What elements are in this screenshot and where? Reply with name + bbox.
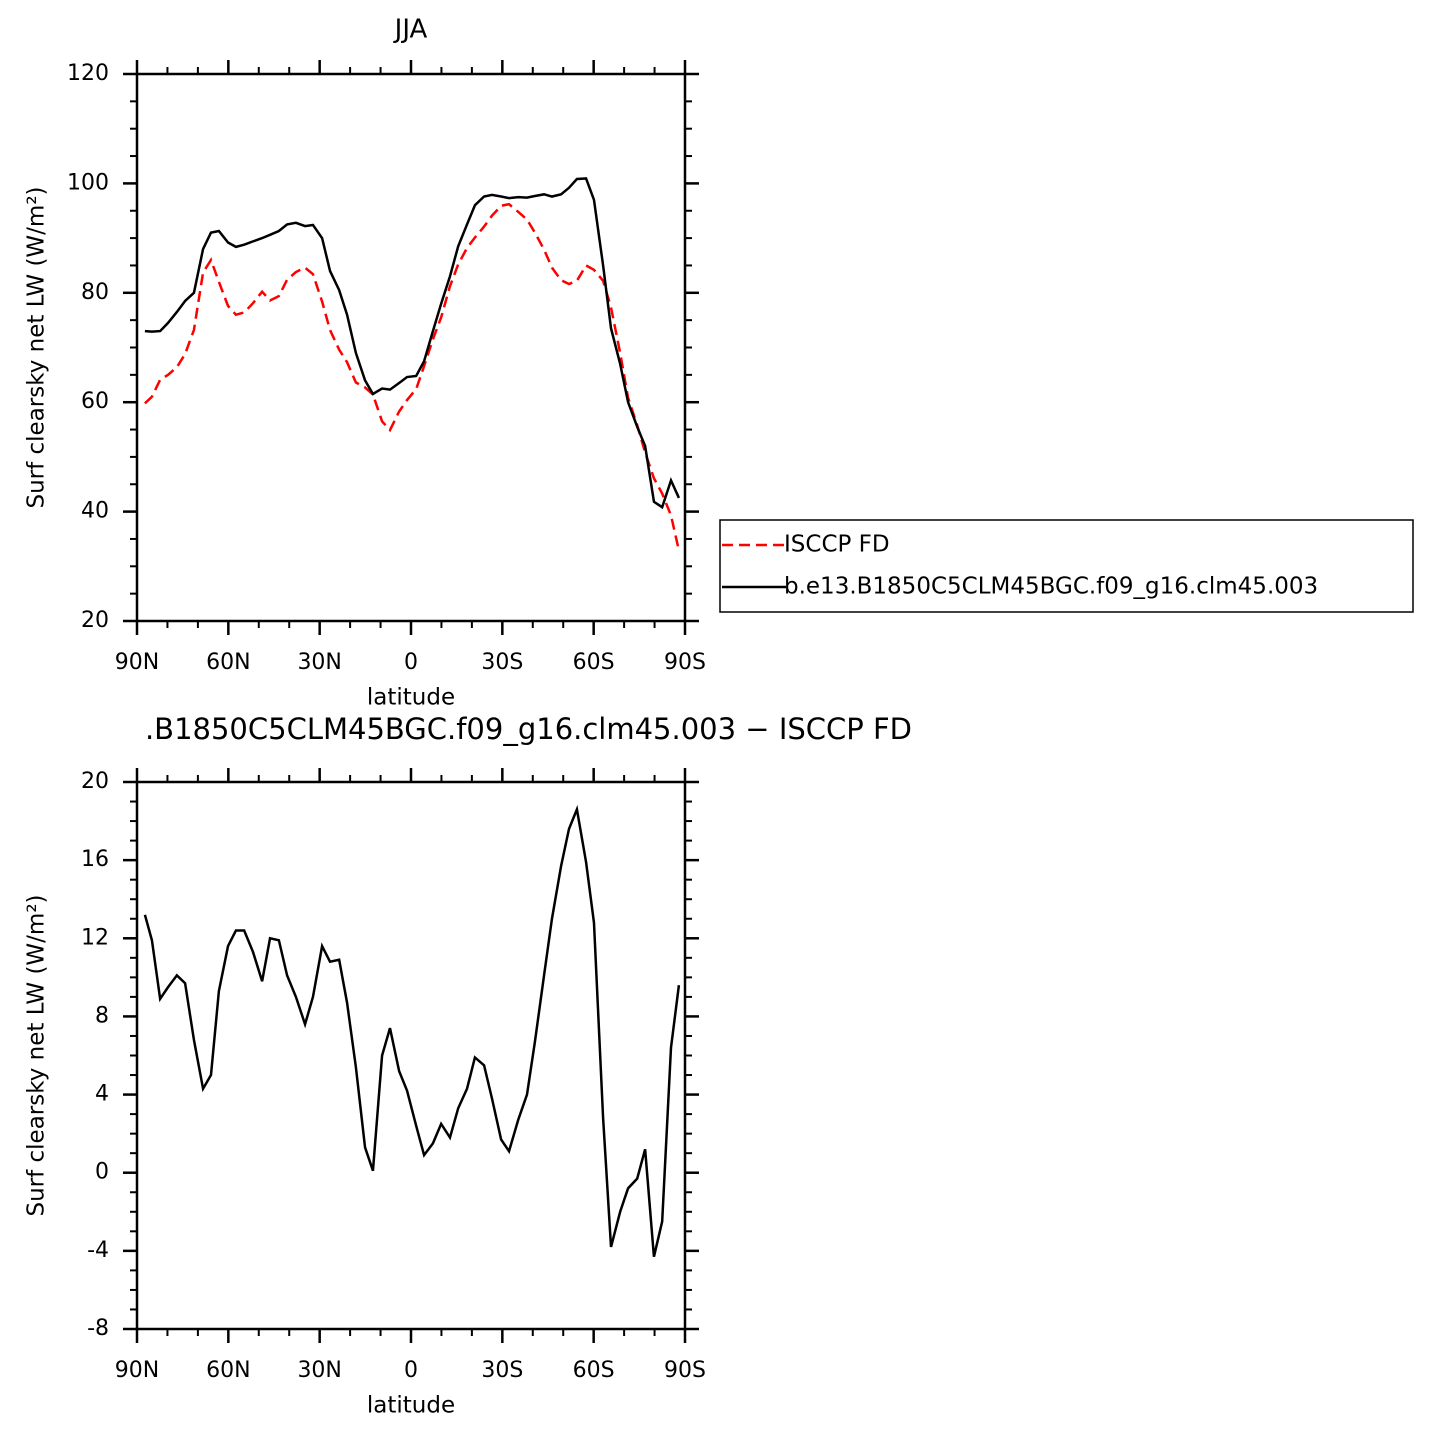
y-tick-label: 0 [95, 1160, 109, 1185]
plot-frame [135, 72, 687, 623]
data-line [144, 202, 681, 551]
data-line [144, 177, 681, 510]
x-tick-label: 60S [573, 650, 615, 675]
x-tick-label: 60N [206, 650, 250, 675]
x-tick-label: 90S [664, 650, 706, 675]
x-tick-label: 60N [206, 1358, 250, 1383]
x-tick-label: 60S [573, 1358, 615, 1383]
y-tick-label: 12 [81, 925, 109, 950]
y-tick-label: 4 [95, 1082, 109, 1107]
y-tick-label: 100 [67, 170, 109, 195]
y-tick-label: 40 [81, 499, 109, 524]
y-tick-label: 80 [81, 280, 109, 305]
y-tick-label: 120 [67, 61, 109, 86]
x-tick-label: 30N [297, 1358, 341, 1383]
legend-label: ISCCP FD [784, 532, 890, 558]
legend-label: b.e13.B1850C5CLM45BGC.f09_g16.clm45.003 [784, 574, 1318, 600]
chart-title: JJA [393, 15, 428, 45]
y-tick-label: 60 [81, 389, 109, 414]
x-tick-label: 0 [404, 650, 418, 675]
x-tick-label: 30S [481, 1358, 523, 1383]
y-tick-label: 20 [81, 608, 109, 633]
y-tick-label: 8 [95, 1003, 109, 1028]
legend-box [719, 519, 1414, 613]
x-tick-label: 30S [481, 650, 523, 675]
y-tick-label: 20 [81, 769, 109, 794]
y-axis-label: Surf clearsky net LW (W/m²) [24, 894, 50, 1216]
plot-frame [135, 780, 687, 1331]
x-tick-label: 90S [664, 1358, 706, 1383]
x-tick-label: 30N [297, 650, 341, 675]
x-axis-label: latitude [367, 1393, 455, 1419]
chart-title: .B1850C5CLM45BGC.f09_g16.clm45.003 − ISC… [145, 712, 912, 746]
y-tick-label: -4 [87, 1238, 109, 1263]
y-tick-label: 16 [81, 847, 109, 872]
y-axis-label: Surf clearsky net LW (W/m²) [24, 186, 50, 508]
y-tick-label: -8 [87, 1316, 109, 1341]
x-tick-label: 90N [115, 650, 159, 675]
x-axis-label: latitude [367, 685, 455, 711]
data-line [143, 804, 681, 1258]
x-tick-label: 90N [115, 1358, 159, 1383]
x-tick-label: 0 [404, 1358, 418, 1383]
